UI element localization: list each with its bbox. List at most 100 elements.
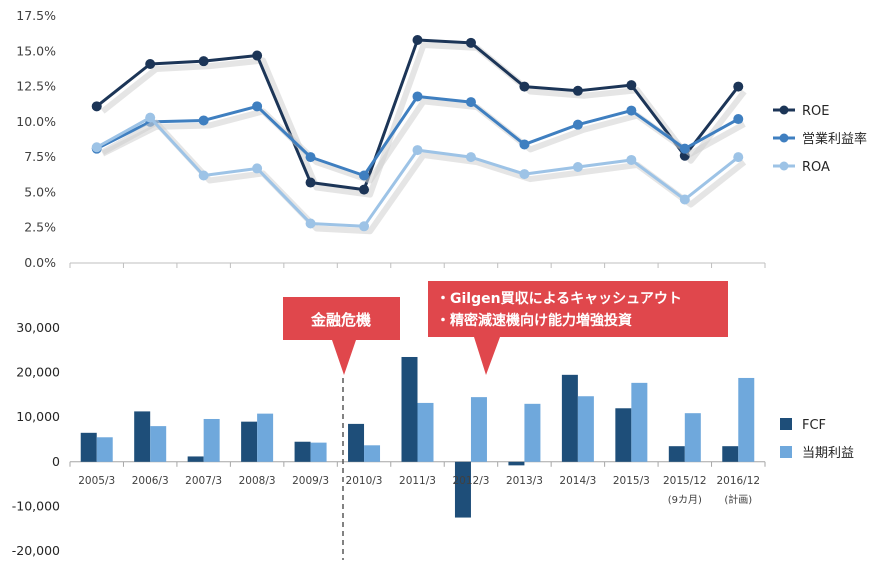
x-category-label: 2009/3: [292, 475, 329, 487]
bar-net-income: [738, 377, 755, 462]
data-point: [252, 163, 263, 174]
x-category-label: 2006/3: [132, 475, 169, 487]
legend-label: 当期利益: [802, 446, 854, 461]
bar-net-income: [364, 445, 381, 462]
data-point: [465, 152, 476, 163]
callout-financial-crisis: [283, 297, 400, 375]
bar-net-income: [203, 418, 220, 462]
x-category-label: 2015/3: [613, 475, 650, 487]
bar-fcf: [187, 456, 204, 462]
data-point: [519, 169, 530, 180]
legend-label: ROE: [802, 104, 829, 119]
bar-fcf: [401, 356, 418, 462]
bar-net-income: [417, 402, 434, 462]
bar-fcf: [241, 421, 258, 462]
data-point: [626, 105, 637, 116]
data-point: [252, 101, 263, 112]
x-category-label: 2008/3: [239, 475, 276, 487]
legend-swatch: [780, 446, 792, 458]
x-category-label: 2015/12: [663, 475, 707, 487]
bar-chart-y-tick-label: -20,000: [12, 543, 60, 558]
line-chart-y-tick-label: 17.5%: [16, 8, 56, 23]
x-category-sublabel: (計画): [724, 493, 752, 506]
bar-chart-y-tick-label: 20,000: [16, 365, 60, 380]
line-chart-y-tick-label: 0.0%: [24, 255, 56, 270]
data-point: [145, 58, 156, 69]
data-point: [519, 139, 530, 150]
data-point: [519, 81, 530, 92]
data-point: [572, 119, 583, 130]
data-point: [359, 221, 370, 232]
bar-net-income: [310, 442, 327, 462]
x-category-label: 2014/3: [559, 475, 596, 487]
bar-net-income: [96, 437, 113, 462]
data-point: [626, 154, 637, 165]
line-chart-y-tick-label: 5.0%: [24, 184, 56, 199]
data-point: [733, 114, 744, 125]
callout-financial-crisis-text: 金融危機: [310, 311, 371, 329]
data-point: [465, 37, 476, 48]
data-point: [305, 152, 316, 163]
line-chart-y-tick-label: 15.0%: [16, 43, 56, 58]
data-point: [359, 184, 370, 195]
bar-fcf: [454, 461, 471, 518]
data-point: [679, 194, 690, 205]
line-chart-y-tick-label: 10.0%: [16, 114, 56, 129]
bar-fcf: [561, 374, 578, 462]
bar-chart-y-tick-label: 0: [52, 454, 60, 469]
x-category-label: 2005/3: [78, 475, 115, 487]
data-point: [198, 56, 209, 67]
data-point: [91, 142, 102, 153]
data-point: [359, 170, 370, 181]
data-point: [733, 152, 744, 163]
callout-investment: [428, 281, 728, 375]
x-category-sublabel: (9カ月): [668, 494, 702, 506]
bar-fcf: [615, 408, 632, 462]
bar-fcf: [294, 441, 311, 462]
data-point: [679, 143, 690, 154]
legend-swatch-marker: [779, 161, 789, 171]
data-point: [626, 80, 637, 91]
series-shadow-0: [100, 41, 747, 198]
bar-fcf: [508, 461, 525, 466]
bar-chart-bars-group: [80, 356, 755, 518]
bar-net-income: [631, 382, 648, 462]
data-point: [572, 162, 583, 173]
bar-fcf: [722, 446, 739, 462]
legend-swatch-marker: [779, 133, 789, 143]
data-point: [305, 177, 316, 188]
callout-investment-text: ・Gilgen買収によるキャッシュアウト: [436, 290, 682, 307]
bar-fcf: [348, 423, 365, 462]
x-category-label: 2007/3: [185, 475, 222, 487]
bar-fcf: [668, 446, 685, 462]
x-category-label: 2016/12: [716, 475, 760, 487]
bar-net-income: [577, 396, 594, 462]
x-category-label: 2012/3: [452, 475, 489, 487]
bar-fcf: [134, 411, 151, 462]
bar-net-income: [257, 413, 274, 462]
legend-label: 営業利益率: [802, 131, 867, 147]
data-point: [198, 170, 209, 181]
data-point: [305, 218, 316, 229]
data-point: [198, 115, 209, 126]
data-point: [465, 97, 476, 108]
legend-swatch: [780, 418, 792, 430]
callout-investment-text: ・精密減速機向け能力増強投資: [436, 312, 632, 329]
legend-swatch-marker: [779, 105, 789, 115]
line-chart-y-tick-label: 2.5%: [24, 220, 56, 235]
data-point: [145, 112, 156, 123]
data-point: [412, 145, 423, 156]
bar-net-income: [150, 426, 167, 462]
line-chart-series-group: [91, 34, 747, 235]
data-point: [252, 50, 263, 61]
legend-label: ROA: [802, 160, 830, 175]
x-category-label: 2013/3: [506, 475, 543, 487]
bar-chart-y-tick-label: -10,000: [12, 498, 60, 513]
line-chart-y-tick-label: 12.5%: [16, 79, 56, 94]
x-category-label: 2010/3: [346, 475, 383, 487]
bar-net-income: [470, 397, 487, 462]
bar-net-income: [524, 403, 541, 462]
bar-chart-y-tick-label: 10,000: [16, 409, 60, 424]
